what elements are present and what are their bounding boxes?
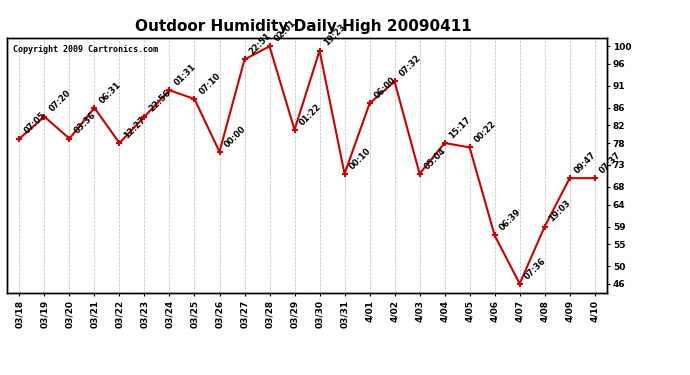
Text: 00:10: 00:10: [347, 146, 373, 171]
Text: 06:31: 06:31: [97, 80, 122, 105]
Text: 01:22: 01:22: [297, 102, 323, 127]
Text: 22:56: 22:56: [147, 88, 172, 114]
Text: 03:36: 03:36: [72, 111, 97, 136]
Text: 00:00: 00:00: [222, 124, 247, 149]
Text: 06:39: 06:39: [497, 207, 522, 232]
Text: 07:05: 07:05: [22, 111, 48, 136]
Text: 07:10: 07:10: [197, 71, 222, 96]
Text: 07:20: 07:20: [47, 89, 72, 114]
Text: 07:32: 07:32: [397, 54, 422, 79]
Text: 09:47: 09:47: [573, 150, 598, 176]
Text: 05:04: 05:04: [422, 146, 448, 171]
Text: Copyright 2009 Cartronics.com: Copyright 2009 Cartronics.com: [13, 45, 158, 54]
Text: 06:00: 06:00: [373, 76, 397, 100]
Text: 01:31: 01:31: [172, 62, 197, 87]
Text: 12:27: 12:27: [122, 115, 148, 140]
Text: 19:23: 19:23: [322, 23, 348, 48]
Text: 22:51: 22:51: [247, 32, 273, 57]
Text: 07:37: 07:37: [598, 150, 622, 176]
Text: 00:22: 00:22: [473, 120, 497, 145]
Text: 07:36: 07:36: [522, 256, 548, 281]
Text: 19:03: 19:03: [547, 199, 573, 224]
Text: 02:01: 02:01: [273, 18, 297, 44]
Text: 15:17: 15:17: [447, 115, 473, 140]
Text: Outdoor Humidity Daily High 20090411: Outdoor Humidity Daily High 20090411: [135, 19, 472, 34]
